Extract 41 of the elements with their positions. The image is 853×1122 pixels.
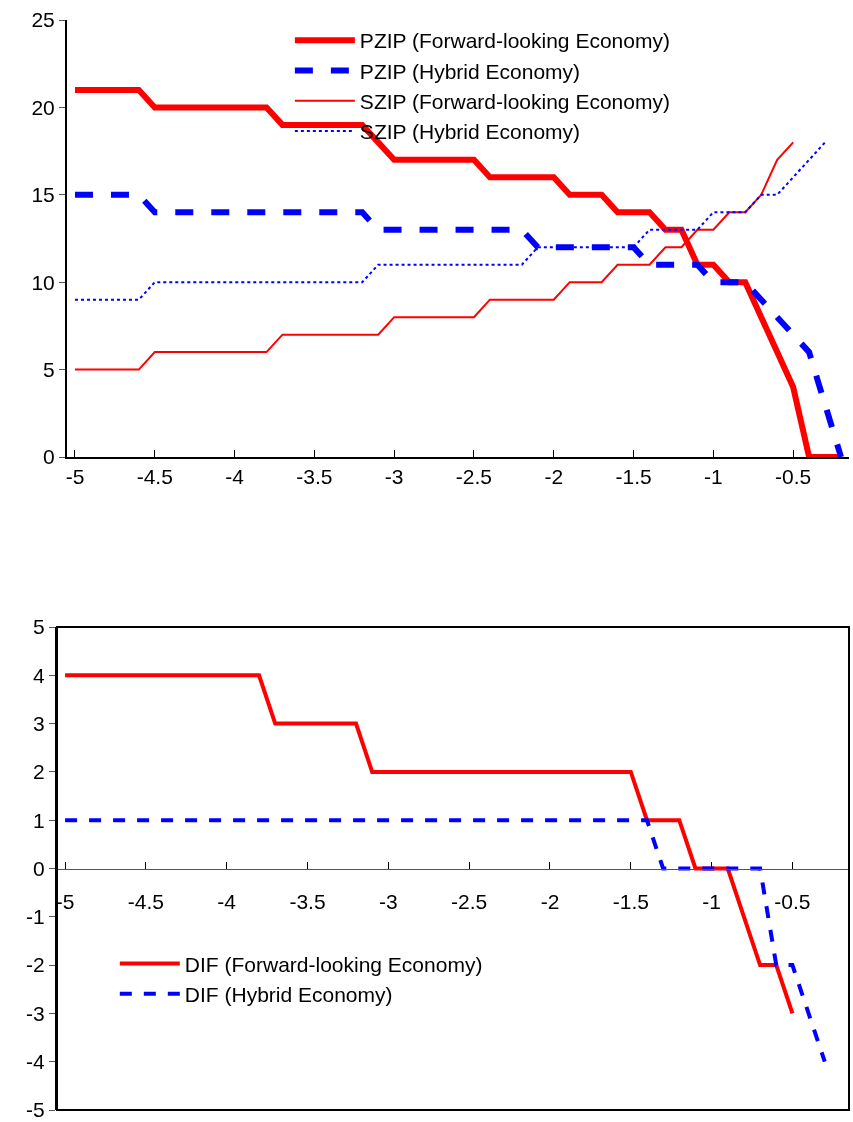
x-tick-label: -0.5 bbox=[775, 465, 812, 489]
x-tick-label: -3 bbox=[379, 889, 398, 913]
y-tick-label: 10 bbox=[31, 270, 55, 294]
y-tick-label: -3 bbox=[26, 1001, 45, 1025]
x-tick-label: -4.5 bbox=[127, 889, 164, 913]
x-tick-label: -1 bbox=[704, 465, 723, 489]
x-tick-label: -3 bbox=[384, 465, 404, 489]
legend-label: DIF (Forward-looking Economy) bbox=[184, 952, 483, 976]
x-tick-label: -2 bbox=[544, 465, 564, 489]
x-tick-label: -4 bbox=[217, 889, 237, 913]
x-tick-label: -1.5 bbox=[612, 889, 649, 913]
y-tick-label: 3 bbox=[33, 711, 45, 735]
x-tick-label: -2 bbox=[540, 889, 560, 913]
y-tick-label: 0 bbox=[33, 856, 45, 880]
y-tick-label: 2 bbox=[33, 760, 45, 784]
x-tick-label: -1.5 bbox=[615, 465, 652, 489]
y-tick-label: 5 bbox=[43, 357, 55, 381]
y-tick-label: 4 bbox=[33, 663, 46, 687]
legend-label: SZIP (Forward-looking Economy) bbox=[359, 89, 670, 113]
y-tick-label: 0 bbox=[43, 445, 55, 469]
y-tick-label: -4 bbox=[26, 1050, 46, 1074]
x-tick-label: -3.5 bbox=[289, 889, 326, 913]
y-tick-label: -1 bbox=[26, 905, 45, 929]
y-tick-label: 5 bbox=[33, 615, 45, 639]
x-tick-label: -1 bbox=[702, 889, 721, 913]
x-tick-label: -0.5 bbox=[774, 889, 811, 913]
y-tick-label: -5 bbox=[26, 1098, 45, 1122]
y-tick-label: 20 bbox=[31, 95, 55, 119]
x-tick-label: -2.5 bbox=[455, 465, 493, 489]
x-tick-label: -5 bbox=[65, 465, 85, 489]
y-tick-label: 25 bbox=[31, 8, 55, 32]
y-tick-label: -2 bbox=[26, 953, 45, 977]
y-tick-label: 1 bbox=[33, 808, 45, 832]
legend-label: PZIP (Forward-looking Economy) bbox=[359, 29, 670, 53]
y-tick-label: 15 bbox=[31, 183, 55, 207]
legend-label: PZIP (Hybrid Economy) bbox=[359, 59, 581, 83]
x-tick-label: -4.5 bbox=[136, 465, 173, 489]
x-tick-label: -3.5 bbox=[296, 465, 333, 489]
legend-label: DIF (Hybrid Economy) bbox=[184, 983, 393, 1007]
x-tick-label: -4 bbox=[225, 465, 245, 489]
x-tick-label: -2.5 bbox=[451, 889, 488, 913]
